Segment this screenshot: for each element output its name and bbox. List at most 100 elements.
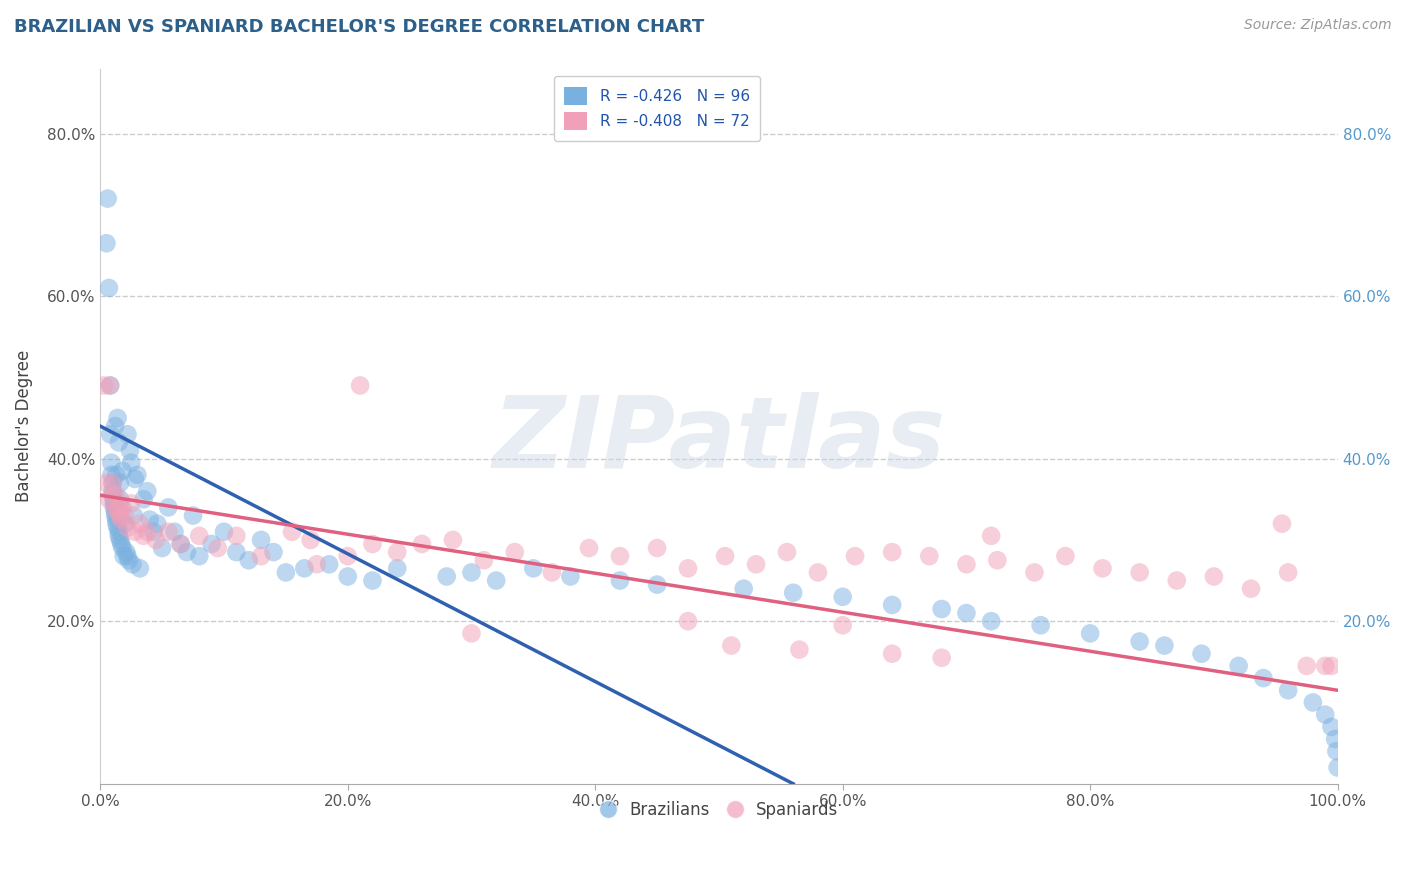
Point bbox=[578, 541, 600, 555]
Point bbox=[1315, 659, 1337, 673]
Point bbox=[97, 492, 120, 507]
Point bbox=[720, 639, 742, 653]
Point bbox=[299, 533, 322, 547]
Point bbox=[1024, 566, 1046, 580]
Point bbox=[122, 508, 145, 523]
Point bbox=[100, 456, 122, 470]
Point bbox=[844, 549, 866, 564]
Point bbox=[132, 492, 155, 507]
Point bbox=[97, 192, 120, 206]
Point bbox=[110, 513, 132, 527]
Point bbox=[1302, 696, 1324, 710]
Point bbox=[931, 602, 953, 616]
Point bbox=[121, 558, 143, 572]
Point bbox=[776, 545, 799, 559]
Point bbox=[100, 467, 122, 482]
Point bbox=[212, 524, 235, 539]
Point bbox=[105, 467, 128, 482]
Point bbox=[225, 529, 247, 543]
Point bbox=[782, 586, 804, 600]
Point bbox=[250, 533, 273, 547]
Point bbox=[108, 533, 131, 547]
Point bbox=[1129, 634, 1152, 648]
Point bbox=[107, 504, 129, 518]
Point bbox=[103, 500, 125, 515]
Point bbox=[807, 566, 830, 580]
Point bbox=[136, 484, 159, 499]
Point bbox=[560, 569, 582, 583]
Point bbox=[117, 549, 139, 564]
Point bbox=[1320, 659, 1343, 673]
Point bbox=[110, 537, 132, 551]
Point bbox=[1191, 647, 1213, 661]
Point bbox=[127, 467, 149, 482]
Point bbox=[103, 496, 125, 510]
Point bbox=[108, 508, 131, 523]
Point bbox=[120, 496, 142, 510]
Point bbox=[101, 476, 124, 491]
Point bbox=[146, 516, 169, 531]
Point bbox=[97, 281, 120, 295]
Point bbox=[1324, 732, 1347, 747]
Point bbox=[120, 456, 142, 470]
Point bbox=[117, 427, 139, 442]
Point bbox=[132, 529, 155, 543]
Point bbox=[108, 529, 131, 543]
Point bbox=[112, 549, 135, 564]
Point bbox=[115, 545, 138, 559]
Point bbox=[104, 508, 127, 523]
Point bbox=[117, 521, 139, 535]
Point bbox=[955, 558, 977, 572]
Point bbox=[1324, 744, 1347, 758]
Point bbox=[318, 558, 340, 572]
Point bbox=[157, 500, 180, 515]
Point bbox=[111, 541, 134, 555]
Point bbox=[101, 488, 124, 502]
Point bbox=[387, 545, 409, 559]
Point bbox=[1253, 671, 1275, 685]
Point bbox=[108, 435, 131, 450]
Point bbox=[503, 545, 526, 559]
Point bbox=[411, 537, 433, 551]
Point bbox=[789, 642, 811, 657]
Point bbox=[541, 566, 564, 580]
Text: Source: ZipAtlas.com: Source: ZipAtlas.com bbox=[1244, 18, 1392, 32]
Point bbox=[145, 533, 167, 547]
Point bbox=[472, 553, 495, 567]
Point bbox=[1054, 549, 1077, 564]
Point bbox=[128, 516, 150, 531]
Point bbox=[103, 492, 125, 507]
Point bbox=[436, 569, 458, 583]
Point bbox=[170, 537, 193, 551]
Point bbox=[103, 488, 125, 502]
Y-axis label: Bachelor's Degree: Bachelor's Degree bbox=[15, 350, 32, 502]
Point bbox=[225, 545, 247, 559]
Point bbox=[157, 524, 180, 539]
Point bbox=[361, 537, 384, 551]
Point bbox=[139, 513, 162, 527]
Point bbox=[108, 524, 131, 539]
Point bbox=[1271, 516, 1294, 531]
Point bbox=[361, 574, 384, 588]
Point bbox=[96, 236, 118, 251]
Point bbox=[831, 618, 853, 632]
Point bbox=[105, 516, 128, 531]
Point bbox=[441, 533, 464, 547]
Point bbox=[831, 590, 853, 604]
Point bbox=[1202, 569, 1225, 583]
Point bbox=[645, 577, 668, 591]
Point bbox=[104, 504, 127, 518]
Point bbox=[201, 537, 224, 551]
Point bbox=[101, 484, 124, 499]
Point bbox=[136, 524, 159, 539]
Point bbox=[305, 558, 328, 572]
Point bbox=[98, 378, 121, 392]
Point bbox=[111, 464, 134, 478]
Point bbox=[609, 549, 631, 564]
Point bbox=[263, 545, 285, 559]
Point bbox=[745, 558, 768, 572]
Point bbox=[114, 516, 136, 531]
Point bbox=[980, 614, 1002, 628]
Point bbox=[387, 561, 409, 575]
Text: ZIPatlas: ZIPatlas bbox=[492, 392, 945, 489]
